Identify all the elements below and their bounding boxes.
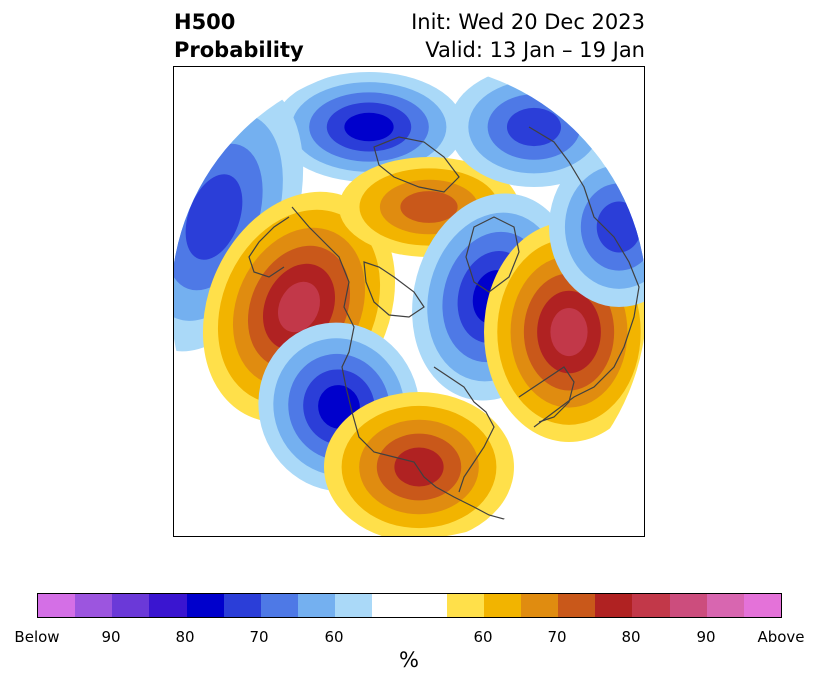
probability-colorbar <box>37 593 782 618</box>
colorbar-swatch-above-6 <box>632 594 670 617</box>
coastline-greenland <box>465 216 520 293</box>
colorbar-swatch-below-1 <box>38 594 76 617</box>
anomaly-contour <box>506 107 562 147</box>
anomaly-contour <box>400 191 458 223</box>
colorbar-swatch-above-4 <box>558 594 596 617</box>
colorbar-tick-label: 80 <box>621 628 641 646</box>
colorbar-swatch-above-8 <box>706 594 744 617</box>
title-product: Probability <box>174 38 304 62</box>
coastline-alaska <box>248 216 290 278</box>
anomaly-layer <box>174 67 644 536</box>
colorbar-swatch-above-1 <box>446 594 484 617</box>
coastline-arctic-islands <box>373 136 460 193</box>
probability-map <box>174 67 644 536</box>
anomaly-contour <box>596 201 642 253</box>
coastline-europe <box>518 366 575 423</box>
colorbar-swatch-neutral <box>372 594 447 617</box>
colorbar-swatch-below-6 <box>223 594 261 617</box>
forecast-dates: Init: Wed 20 Dec 2023 Valid: 13 Jan – 19… <box>411 8 645 64</box>
valid-range: Valid: 13 Jan – 19 Jan <box>425 38 645 62</box>
colorbar-tick-label: 90 <box>101 628 121 646</box>
colorbar-swatch-above-2 <box>483 594 522 617</box>
colorbar-swatch-below-4 <box>149 594 187 617</box>
init-date: Init: Wed 20 Dec 2023 <box>411 10 645 34</box>
colorbar-swatch-below-7 <box>260 594 299 617</box>
coastline-layer <box>248 126 640 530</box>
colorbar-swatch-below-5 <box>186 594 224 617</box>
colorbar-tick-label: 70 <box>249 628 269 646</box>
colorbar-tick-label: Above <box>757 628 805 646</box>
colorbar-tick-label: 60 <box>473 628 493 646</box>
colorbar-swatch-above-3 <box>521 594 559 617</box>
colorbar-tick-label: Below <box>14 628 60 646</box>
colorbar-swatch-above-9 <box>743 594 782 617</box>
colorbar-swatch-above-5 <box>595 594 633 617</box>
anomaly-contour <box>344 112 394 142</box>
anomaly-contour <box>185 174 243 260</box>
colorbar-swatch-above-7 <box>669 594 707 617</box>
coastline-north-america-east <box>433 366 495 493</box>
map-title: H500 Probability <box>174 8 304 64</box>
colorbar-swatch-below-8 <box>298 594 336 617</box>
anomaly-contour <box>394 447 444 487</box>
coastline-eurasia <box>528 126 640 428</box>
colorbar-tick-label: 90 <box>696 628 716 646</box>
colorbar-unit-label: % <box>399 648 419 672</box>
colorbar-tick-label: 70 <box>547 628 567 646</box>
anomaly-center-below <box>274 72 464 182</box>
title-variable: H500 <box>174 10 236 34</box>
colorbar-swatch-below-2 <box>75 594 113 617</box>
anomaly-center-above <box>324 392 514 536</box>
colorbar-tick-label: 80 <box>175 628 195 646</box>
coastline-north-america <box>291 206 515 530</box>
anomaly-contour <box>550 307 588 357</box>
colorbar-tick-label: 60 <box>324 628 344 646</box>
anomaly-contour <box>277 281 321 333</box>
colorbar-swatch-below-9 <box>335 594 373 617</box>
map-panel <box>173 66 645 537</box>
coastline-hudson-bay <box>363 261 425 318</box>
colorbar-swatch-below-3 <box>112 594 150 617</box>
